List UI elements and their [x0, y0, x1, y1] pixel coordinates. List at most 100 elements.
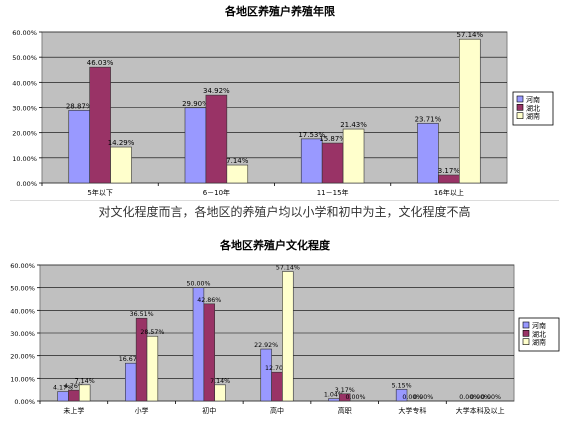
years-bar — [321, 142, 344, 184]
edu-y-tick-label: 20.00% — [10, 353, 35, 361]
edu-data-label: 0.00% — [413, 394, 433, 401]
edu-x-tick-label: 高中 — [270, 406, 284, 415]
edu-y-tick-label: 0.00% — [14, 398, 35, 406]
edu-x-tick-label: 小学 — [135, 406, 149, 415]
divider — [10, 200, 559, 201]
years-bar — [68, 110, 90, 184]
edu-y-tick-label: 50.00% — [10, 285, 35, 293]
years-bar — [226, 164, 249, 184]
edu-bar — [78, 384, 91, 402]
edu-legend-swatch — [522, 321, 530, 329]
years-data-label: 23.71% — [415, 115, 442, 123]
edu-x-tick-label: 高职 — [338, 406, 352, 415]
years-data-label: 29.90% — [182, 100, 209, 108]
years-legend-swatch — [516, 104, 524, 111]
years-legend-swatch — [516, 112, 524, 119]
edu-data-label: 22.92% — [254, 342, 278, 349]
edu-data-label: 0.00% — [470, 394, 490, 401]
years-bar — [417, 123, 439, 184]
edu-legend-label: 河南 — [532, 321, 546, 330]
years-data-label: 7.14% — [226, 157, 249, 165]
years-legend-label: 湖北 — [526, 103, 540, 112]
years-data-label: 28.87% — [66, 102, 93, 110]
years-bar — [438, 174, 460, 184]
years-x-tick-label: 16年以上 — [434, 188, 464, 197]
edu-bar — [395, 389, 408, 402]
chart-title-years: 各地区养殖户养殖年限 — [224, 4, 335, 18]
edu-data-label: 36.51% — [130, 311, 154, 318]
edu-y-tick-label: 10.00% — [10, 375, 35, 383]
years-bar — [205, 94, 228, 184]
edu-legend-label: 湖南 — [532, 338, 546, 347]
edu-data-label: 0.00% — [481, 394, 501, 401]
chart-title-education: 各地区养殖户文化程度 — [219, 238, 331, 252]
edu-bar — [328, 398, 340, 402]
years-bar — [300, 138, 323, 184]
edu-bar — [282, 271, 294, 402]
years-data-label: 57.14% — [456, 31, 483, 39]
years-y-tick-label: 50.00% — [12, 54, 37, 62]
years-x-tick-label: 5年以下 — [87, 188, 112, 197]
edu-bar — [271, 371, 283, 402]
edu-bar — [203, 303, 216, 402]
edu-bar — [192, 287, 205, 402]
edu-bar — [260, 348, 272, 402]
years-data-label: 34.92% — [203, 87, 230, 95]
edu-legend-swatch — [522, 330, 530, 337]
edu-legend-label: 湖北 — [532, 329, 546, 338]
years-legend-label: 河南 — [526, 95, 540, 104]
years-bar — [184, 107, 207, 184]
edu-bar — [146, 335, 159, 402]
edu-data-label: 0.00% — [402, 394, 422, 401]
years-bar — [110, 146, 132, 184]
edu-data-label: 3.17% — [335, 387, 355, 394]
edu-x-tick-label: 初中 — [202, 406, 216, 415]
edu-data-label: 16.67% — [119, 356, 143, 363]
edu-x-tick-label: 大学专科 — [398, 406, 426, 415]
edu-data-label: 57.14% — [276, 264, 300, 271]
years-y-tick-label: 60.00% — [12, 29, 37, 37]
years-data-label: 3.17% — [438, 167, 461, 175]
edu-data-label: 7.14% — [210, 378, 230, 385]
edu-y-tick-label: 30.00% — [10, 330, 35, 338]
edu-bar — [125, 362, 137, 402]
edu-data-label: 1.04% — [324, 392, 344, 399]
edu-data-label: 5.15% — [392, 382, 412, 389]
years-data-label: 17.53% — [298, 131, 325, 139]
years-bar — [89, 66, 111, 184]
edu-bar — [57, 391, 69, 402]
years-x-tick-label: 6－10年 — [203, 188, 230, 197]
years-data-label: 14.29% — [108, 139, 135, 147]
edu-x-tick-label: 未上学 — [63, 406, 84, 415]
years-data-label: 21.43% — [340, 121, 367, 129]
edu-y-tick-label: 60.00% — [10, 262, 35, 270]
edu-data-label: 50.00% — [186, 281, 210, 288]
years-y-tick-label: 10.00% — [12, 155, 37, 163]
edu-bar — [338, 393, 351, 402]
chart-years: 0.00% 10.00% 20.00% 30.00% 40.00% 50.00% 60.00… — [12, 29, 554, 197]
years-data-label: 15.87% — [319, 135, 346, 143]
edu-data-label: 7.14% — [75, 378, 95, 385]
edu-data-label: 28.57% — [140, 329, 164, 336]
years-data-label: 46.03% — [87, 59, 114, 67]
edu-x-tick-label: 大学本科及以上 — [456, 406, 505, 415]
edu-bar — [214, 384, 226, 402]
caption-text: 对文化程度而言，各地区的养殖户均以小学和初中为主，文化程度不高 — [98, 205, 471, 219]
edu-bar — [68, 389, 80, 402]
years-x-tick-label: 11－15年 — [317, 188, 349, 197]
edu-data-label: 4.76% — [64, 383, 84, 390]
years-legend-swatch — [516, 95, 524, 103]
chart-education: 0.00% 10.00% 20.00% 30.00% 40.00% 50.00% 60.00… — [10, 262, 560, 415]
edu-data-label: 0.00% — [459, 394, 479, 401]
years-legend-label: 湖南 — [526, 112, 540, 121]
years-y-tick-label: 0.00% — [16, 180, 37, 188]
years-bar — [459, 38, 481, 184]
edu-data-label: 0.00% — [346, 394, 366, 401]
edu-data-label: 12.70% — [265, 365, 289, 372]
years-y-tick-label: 40.00% — [12, 79, 37, 87]
years-y-tick-label: 20.00% — [12, 130, 37, 138]
years-y-tick-label: 30.00% — [12, 105, 37, 113]
edu-y-tick-label: 40.00% — [10, 307, 35, 315]
edu-legend-swatch — [522, 338, 530, 345]
